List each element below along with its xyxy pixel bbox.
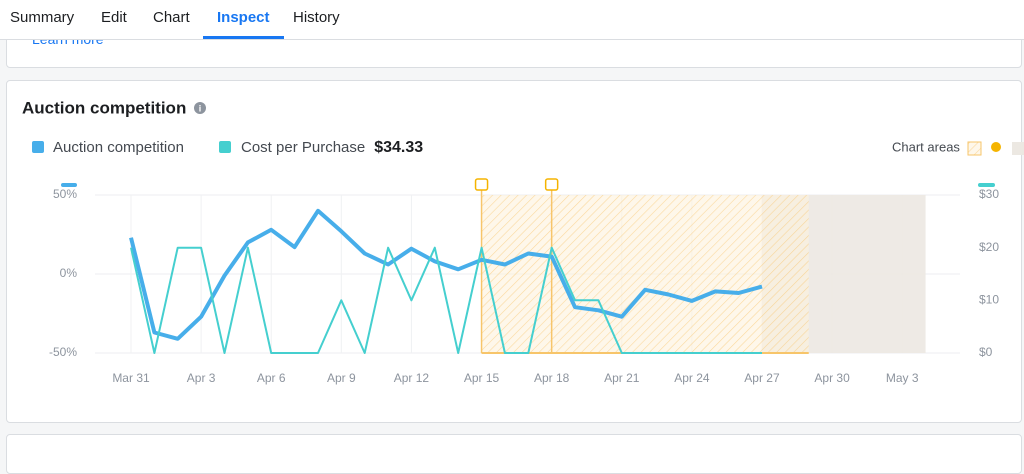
left-axis-key xyxy=(61,183,77,187)
y-tick-label: 0% xyxy=(60,266,78,280)
area-icon[interactable] xyxy=(1012,142,1024,155)
legend-label: Cost per Purchase xyxy=(241,139,365,156)
x-tick-label: Apr 3 xyxy=(187,371,216,385)
x-tick-label: Apr 30 xyxy=(814,371,850,385)
x-tick-label: Apr 18 xyxy=(534,371,570,385)
legend-swatch xyxy=(219,141,231,153)
tab[interactable]: Chart xyxy=(153,9,190,26)
x-tick-label: Apr 15 xyxy=(464,371,500,385)
chart-areas-label: Chart areas xyxy=(892,139,960,154)
x-tick-label: Apr 27 xyxy=(744,371,780,385)
x-tick-label: May 3 xyxy=(886,371,919,385)
right-axis-key xyxy=(978,183,995,187)
legend-swatch xyxy=(32,141,44,153)
series-line xyxy=(130,246,762,354)
chart: Auction competition i Chart areas Auctio… xyxy=(22,98,1024,385)
x-tick-label: Apr 21 xyxy=(604,371,640,385)
tab-bar: Summary Edit Chart Inspect History xyxy=(0,0,1024,40)
legend-label: Auction competition xyxy=(53,139,184,156)
card-title: Auction competition xyxy=(22,98,186,117)
event-icon xyxy=(474,178,489,191)
metric-value: $34.33 xyxy=(374,139,423,156)
event-icon[interactable] xyxy=(991,142,1001,152)
tab[interactable]: History xyxy=(293,9,340,26)
y2-tick-label: $20 xyxy=(979,240,999,254)
x-tick-label: Apr 24 xyxy=(674,371,710,385)
tab[interactable]: Summary xyxy=(10,9,75,26)
x-tick-label: Apr 12 xyxy=(394,371,430,385)
y2-tick-label: $30 xyxy=(979,187,999,201)
area-icon[interactable] xyxy=(967,141,982,156)
tab[interactable]: Inspect xyxy=(217,9,270,26)
info-icon[interactable] xyxy=(194,102,206,114)
x-tick-label: Apr 9 xyxy=(327,371,356,385)
x-tick-label: Apr 6 xyxy=(257,371,286,385)
event-icon xyxy=(544,178,559,191)
y2-tick-label: $0 xyxy=(979,345,993,359)
y-tick-label: -50% xyxy=(49,345,77,359)
active-tab-underline xyxy=(203,36,284,39)
series-line xyxy=(129,208,763,341)
x-tick-label: Mar 31 xyxy=(112,371,150,385)
chart-area xyxy=(481,195,809,353)
info-glyph: i xyxy=(199,103,202,113)
y2-tick-label: $10 xyxy=(979,293,999,307)
tab[interactable]: Edit xyxy=(101,9,127,26)
y-tick-label: 50% xyxy=(53,187,77,201)
